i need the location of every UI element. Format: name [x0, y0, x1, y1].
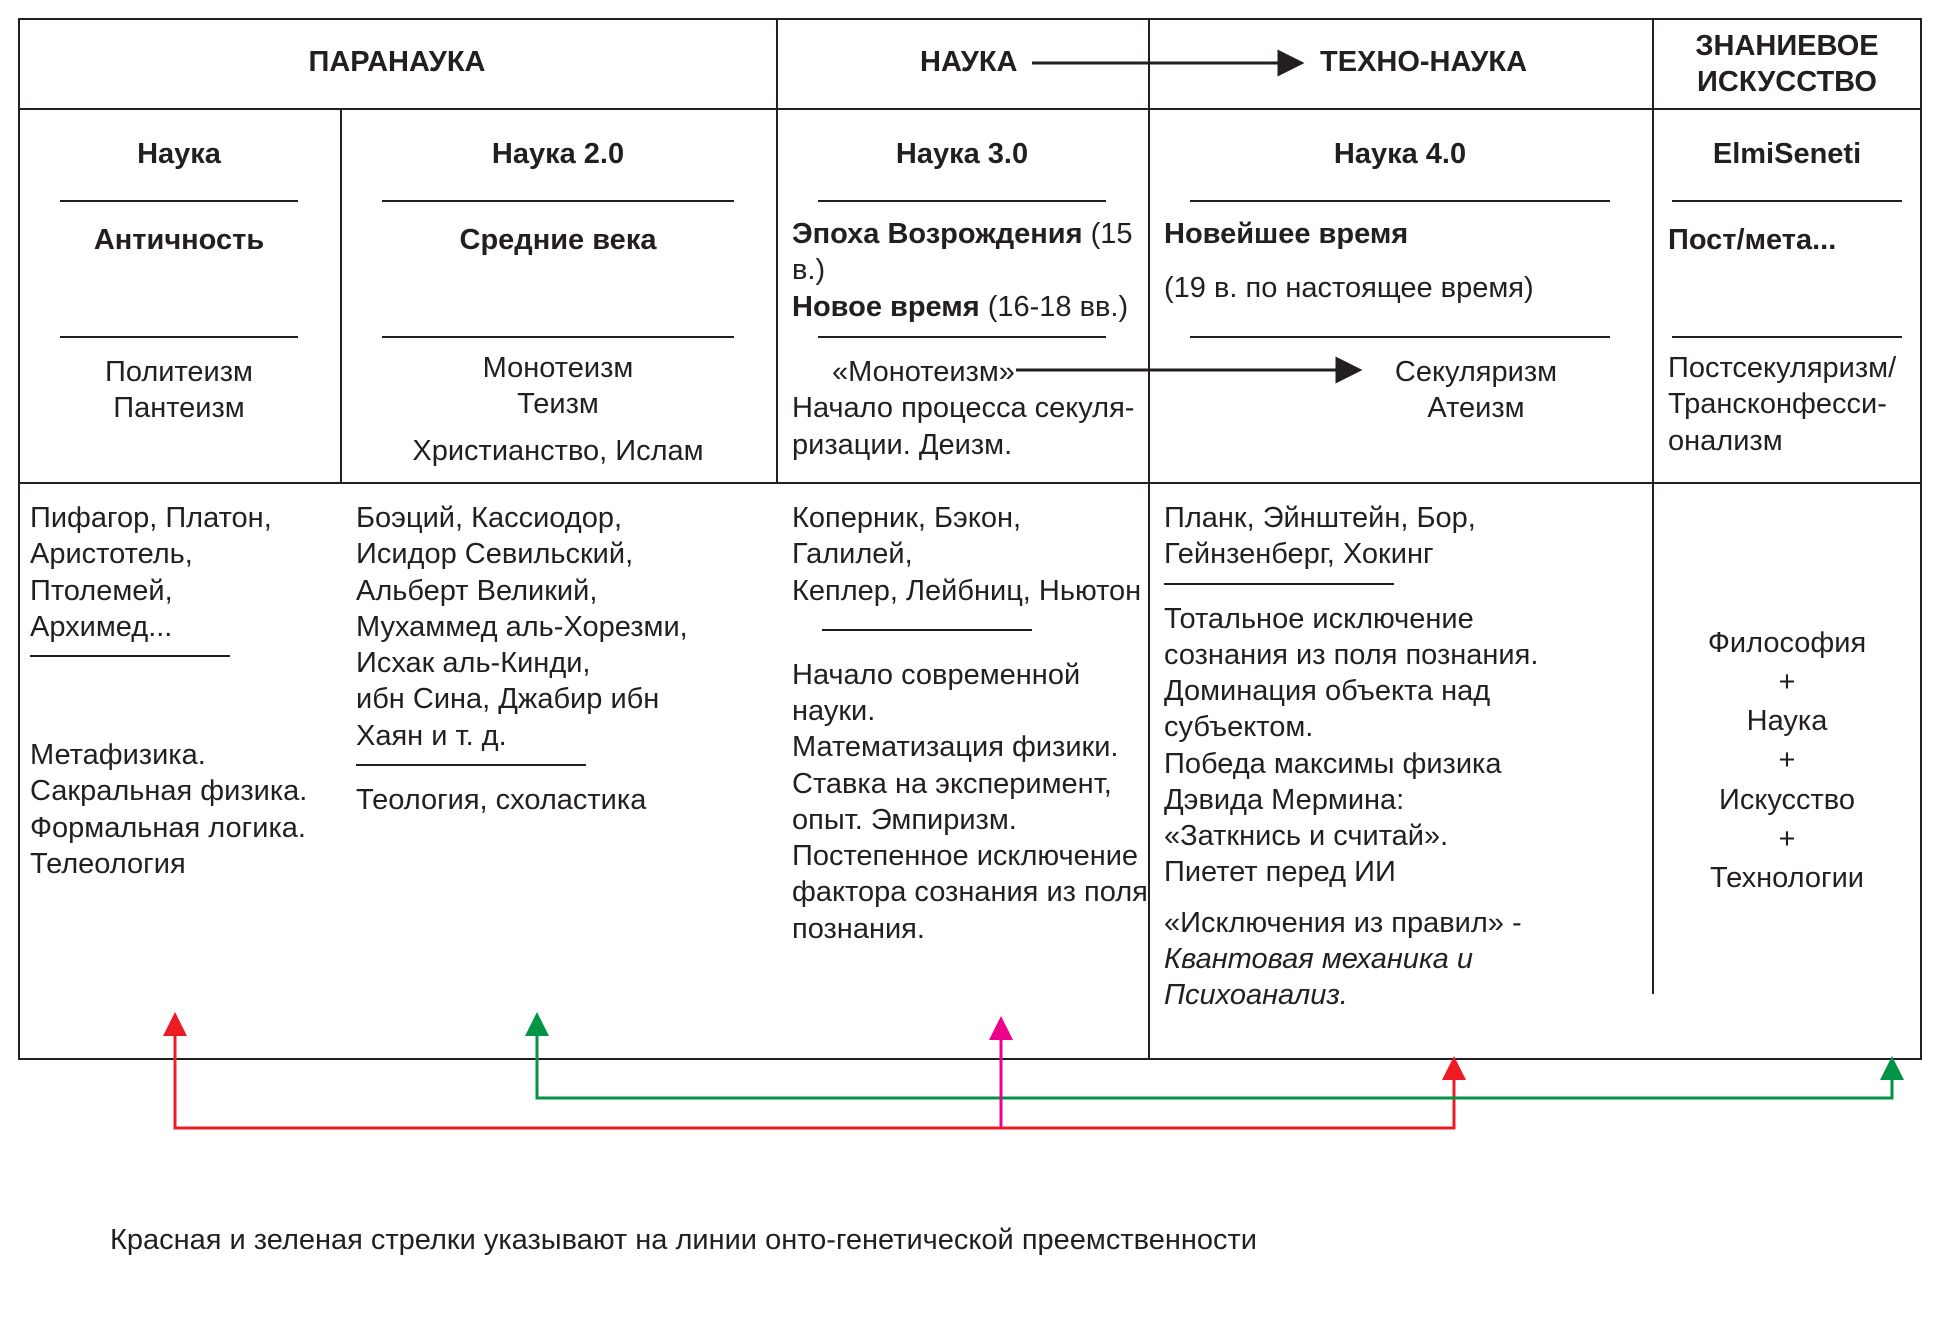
body-c2a: Боэций, Кассиодор, Исидор Севильский, Ал…: [356, 500, 776, 754]
row3-s3: [818, 336, 1106, 338]
h3-c3b-b: Новое время: [792, 291, 980, 323]
row4-bottom: [18, 482, 1922, 484]
h1-nauka-text: НАУКА: [920, 46, 1017, 78]
h1-znanievoe-l2: ИСКУССТВО: [1697, 66, 1877, 98]
h1-tekhno: ТЕХНО-НАУКА: [1320, 44, 1527, 80]
rel-c5-t: Постсекуляризм/ Трансконфесси- онализм: [1668, 352, 1896, 457]
body-c2: Боэций, Кассиодор, Исидор Севильский, Ал…: [356, 500, 776, 818]
h3-c3a-b: Эпоха Возрождения: [792, 218, 1083, 250]
caption: Красная и зеленая стрелки указывают на л…: [110, 1224, 1257, 1257]
body-c2b: Теология, схоластика: [356, 782, 776, 818]
h1-paranauka: ПАРАНАУКА: [18, 44, 776, 80]
rel-c3a: «Монотеизм»: [792, 354, 1148, 390]
body-c4c-italic: Квантовая механика и Психоанализ.: [1164, 941, 1652, 1014]
body-c1b: Метафизика. Сакральная физика. Формальна…: [30, 737, 340, 882]
rel-c2: Монотеизм Теизм Христианство, Ислам: [340, 350, 776, 469]
h1-znanievoe: ЗНАНИЕВОЕ ИСКУССТВО: [1652, 28, 1922, 101]
rel-c5: Постсекуляризм/ Трансконфесси- онализм: [1668, 350, 1922, 459]
row2-s4: [1190, 200, 1610, 202]
body-c4: Планк, Эйнштейн, Бор, Гейнзенберг, Хокин…: [1164, 500, 1652, 1013]
h2-c1: Наука: [18, 136, 340, 172]
row1-bottom: [18, 108, 1922, 110]
col-div-3: [1148, 18, 1150, 1060]
body-c4b: Тотальное исключение сознания из поля по…: [1164, 601, 1652, 891]
rel-c4: Секуляризм Атеизм: [1300, 354, 1652, 427]
h2-c4: Наука 4.0: [1148, 136, 1652, 172]
row2-s1: [60, 200, 298, 202]
row3-s4: [1190, 336, 1610, 338]
h3-c4-b: Новейшее время: [1164, 218, 1408, 250]
body-c5: Философия + Наука + Искусство + Технолог…: [1652, 624, 1922, 898]
body-c4c-plain: «Исключения из правил» -: [1164, 905, 1652, 941]
h1-paranauka-text: ПАРАНАУКА: [309, 46, 486, 78]
h3-c3b-p: (16-18 вв.): [980, 291, 1128, 323]
col-div-2: [776, 18, 778, 482]
h3-c3: Эпоха Возрождения (15 в.) Новое время (1…: [792, 216, 1164, 325]
h3-c4-s: (19 в. по настоящее время): [1164, 272, 1534, 304]
rel-c2a: Монотеизм Теизм: [340, 350, 776, 423]
body-c3a: Коперник, Бэкон, Галилей, Кеплер, Лейбни…: [792, 500, 1148, 609]
row2-s2: [382, 200, 734, 202]
page: ПАРАНАУКА НАУКА ТЕХНО-НАУКА ЗНАНИЕВОЕ ИС…: [0, 0, 1940, 1332]
h3-c2: Средние века: [340, 222, 776, 258]
rel-c1-t: Политеизм Пантеизм: [105, 356, 253, 424]
h3-c4: Новейшее время (19 в. по настоящее время…: [1164, 216, 1652, 307]
body-c1a: Пифагор, Платон, Аристотель, Птолемей, А…: [30, 500, 340, 645]
h2-c2: Наука 2.0: [340, 136, 776, 172]
row3-s2: [382, 336, 734, 338]
h2-c3: Наука 3.0: [776, 136, 1148, 172]
row2-s3: [818, 200, 1106, 202]
rel-c4-t: Секуляризм Атеизм: [1395, 356, 1557, 424]
body-c3: Коперник, Бэкон, Галилей, Кеплер, Лейбни…: [792, 500, 1148, 947]
row3-s5: [1672, 336, 1902, 338]
body-c4a: Планк, Эйнштейн, Бор, Гейнзенберг, Хокин…: [1164, 500, 1652, 573]
rel-c1: Политеизм Пантеизм: [18, 354, 340, 427]
row2-s5: [1672, 200, 1902, 202]
body-c5-t: Философия + Наука + Искусство + Технолог…: [1708, 627, 1866, 894]
rel-c2b: Христианство, Ислам: [340, 433, 776, 469]
h1-tekhno-text: ТЕХНО-НАУКА: [1320, 46, 1527, 78]
rel-c3b: Начало процесса секуля- ризации. Деизм.: [792, 390, 1148, 463]
body-c3b: Начало современной науки. Математизация …: [792, 657, 1148, 947]
rel-c3: «Монотеизм» Начало процесса секуля- риза…: [792, 354, 1148, 463]
h2-c5: ElmiSeneti: [1652, 136, 1922, 172]
body-c1: Пифагор, Платон, Аристотель, Птолемей, А…: [30, 500, 340, 882]
h3-c5: Пост/мета...: [1668, 222, 1922, 258]
h1-nauka: НАУКА: [920, 44, 1017, 80]
h1-znanievoe-l1: ЗНАНИЕВОЕ: [1695, 30, 1878, 62]
h3-c1: Античность: [18, 222, 340, 258]
row3-s1: [60, 336, 298, 338]
